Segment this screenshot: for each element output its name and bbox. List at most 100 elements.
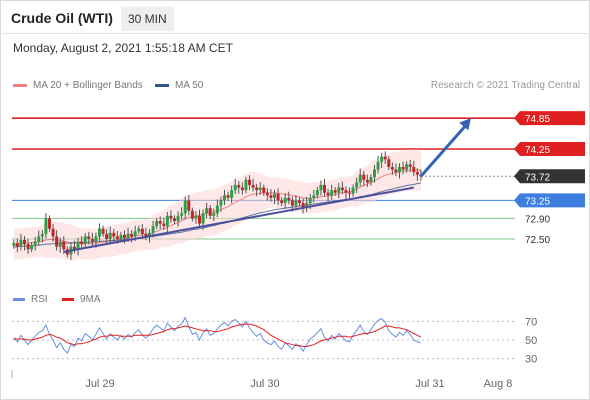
candle-body xyxy=(233,185,237,191)
candle xyxy=(55,230,59,251)
support-tag: 73.25 xyxy=(514,193,585,208)
candle xyxy=(112,228,116,243)
candle xyxy=(415,168,419,181)
candle xyxy=(144,227,148,241)
legend-ma50-label: MA 50 xyxy=(175,80,204,91)
candle-body xyxy=(101,228,105,234)
candle-body xyxy=(201,213,205,224)
candle-body xyxy=(155,221,159,227)
timeframe-badge[interactable]: 30 MIN xyxy=(121,7,174,31)
x-tick-label: Jul 29 xyxy=(85,378,114,390)
candle-body xyxy=(408,164,412,167)
candle xyxy=(401,161,405,175)
ma20-swatch-icon xyxy=(13,84,27,87)
candle-body xyxy=(33,241,37,246)
candle xyxy=(37,230,41,246)
candle-body xyxy=(176,215,180,221)
candle xyxy=(162,217,166,230)
candle xyxy=(298,197,301,207)
resistance-tag-bg xyxy=(514,111,585,126)
candle xyxy=(340,181,344,194)
candle-body xyxy=(380,156,384,162)
candle-body xyxy=(355,182,359,188)
rsi-level-label: 30 xyxy=(525,354,537,366)
candle-body xyxy=(62,241,66,250)
candle-body xyxy=(37,236,41,242)
candle-body xyxy=(119,234,123,239)
candle xyxy=(108,226,112,243)
candle xyxy=(30,242,34,253)
candle-body xyxy=(376,161,380,170)
candle xyxy=(230,185,234,204)
candle-body xyxy=(98,228,101,237)
rsi-line xyxy=(13,316,422,355)
candle-body xyxy=(326,192,330,196)
candle-body xyxy=(140,228,144,234)
candle-body xyxy=(148,232,151,237)
candle xyxy=(358,168,362,187)
candle xyxy=(412,160,416,176)
rsi-swatch-icon xyxy=(13,298,25,301)
candle-body xyxy=(308,197,312,203)
candle-body xyxy=(323,185,326,193)
resistance-tag-label: 74.85 xyxy=(525,114,550,125)
candle xyxy=(305,196,309,212)
candle-body xyxy=(333,190,337,193)
candle xyxy=(87,231,91,245)
current-tag: 73.72 xyxy=(514,169,585,184)
x-axis: Jul 29 Jul 30 Jul 31 Aug 8 xyxy=(11,370,512,390)
candle xyxy=(373,164,376,183)
candle-body xyxy=(305,203,309,209)
candle-body xyxy=(390,167,394,170)
candle-body xyxy=(290,200,294,206)
candle-body xyxy=(137,228,141,232)
candle xyxy=(169,210,173,224)
candle xyxy=(344,186,348,199)
candle-body xyxy=(90,239,94,242)
candle-body xyxy=(251,185,255,188)
candle-body xyxy=(44,218,48,234)
rsi-ma9-line xyxy=(13,323,422,347)
candle-body xyxy=(173,218,176,221)
candle xyxy=(80,236,84,249)
candle xyxy=(265,188,269,201)
candle-body xyxy=(208,208,212,216)
candle xyxy=(387,156,391,171)
candle xyxy=(190,207,194,222)
candle xyxy=(76,237,80,256)
candle-body xyxy=(265,192,269,196)
candle-body xyxy=(180,213,184,216)
candle xyxy=(226,192,230,201)
candle-body xyxy=(344,190,348,193)
candle xyxy=(130,230,134,243)
candle xyxy=(355,177,359,193)
candle-body xyxy=(30,245,34,250)
candle xyxy=(390,162,394,175)
legend-ma9: 9MA xyxy=(62,294,101,305)
candle-body xyxy=(165,215,169,227)
candle-body xyxy=(94,236,98,242)
candle xyxy=(323,178,326,197)
candle-body xyxy=(194,215,198,219)
rsi-level-label: 70 xyxy=(525,316,537,328)
candle-body xyxy=(301,203,305,209)
candle xyxy=(219,196,223,212)
candle-body xyxy=(105,233,109,239)
ma50-swatch-icon xyxy=(155,84,169,87)
candle xyxy=(294,195,298,211)
candle-body xyxy=(262,187,266,193)
candle-body xyxy=(112,232,116,237)
x-tick-label: Jul 30 xyxy=(250,378,279,390)
candle xyxy=(380,152,384,169)
candle-body xyxy=(287,197,291,201)
candle xyxy=(101,225,105,237)
candle-body xyxy=(348,192,351,194)
instrument-title: Crude Oil (WTI) xyxy=(11,10,113,26)
candle-body xyxy=(169,215,173,219)
candle xyxy=(233,178,237,194)
candle xyxy=(194,211,198,224)
candle xyxy=(40,230,44,243)
candle xyxy=(262,184,266,196)
candle xyxy=(326,188,330,202)
candle xyxy=(137,225,141,235)
